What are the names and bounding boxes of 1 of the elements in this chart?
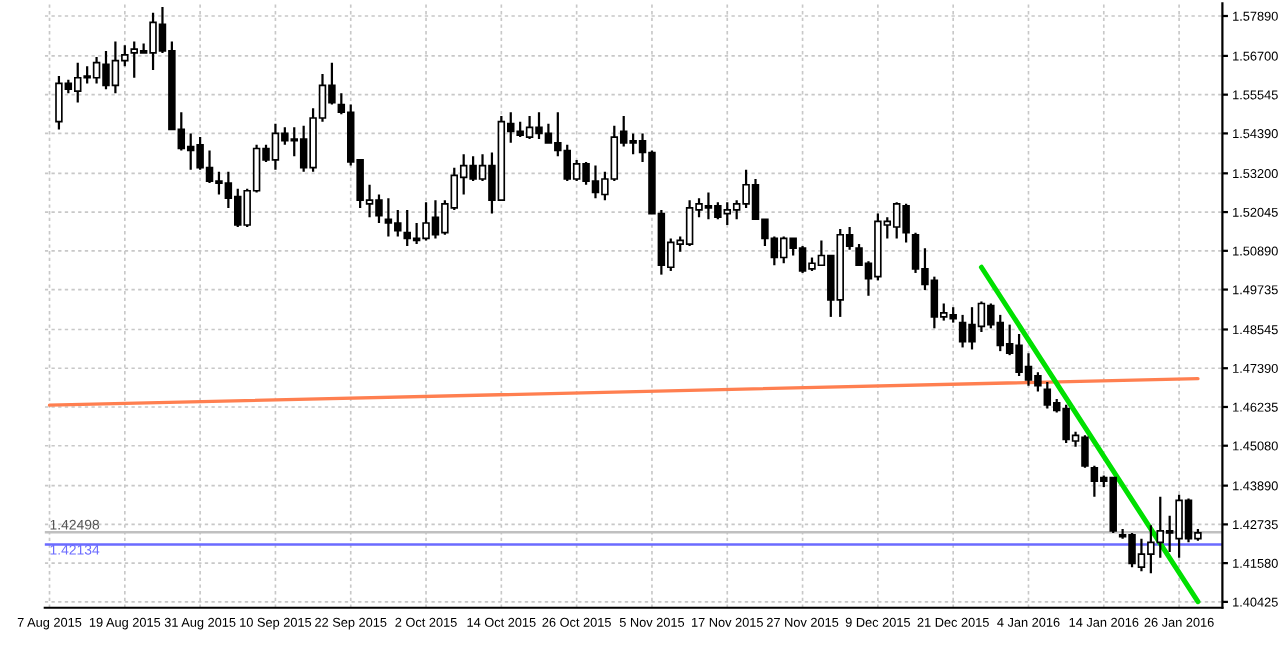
candlestick <box>1043 380 1052 410</box>
